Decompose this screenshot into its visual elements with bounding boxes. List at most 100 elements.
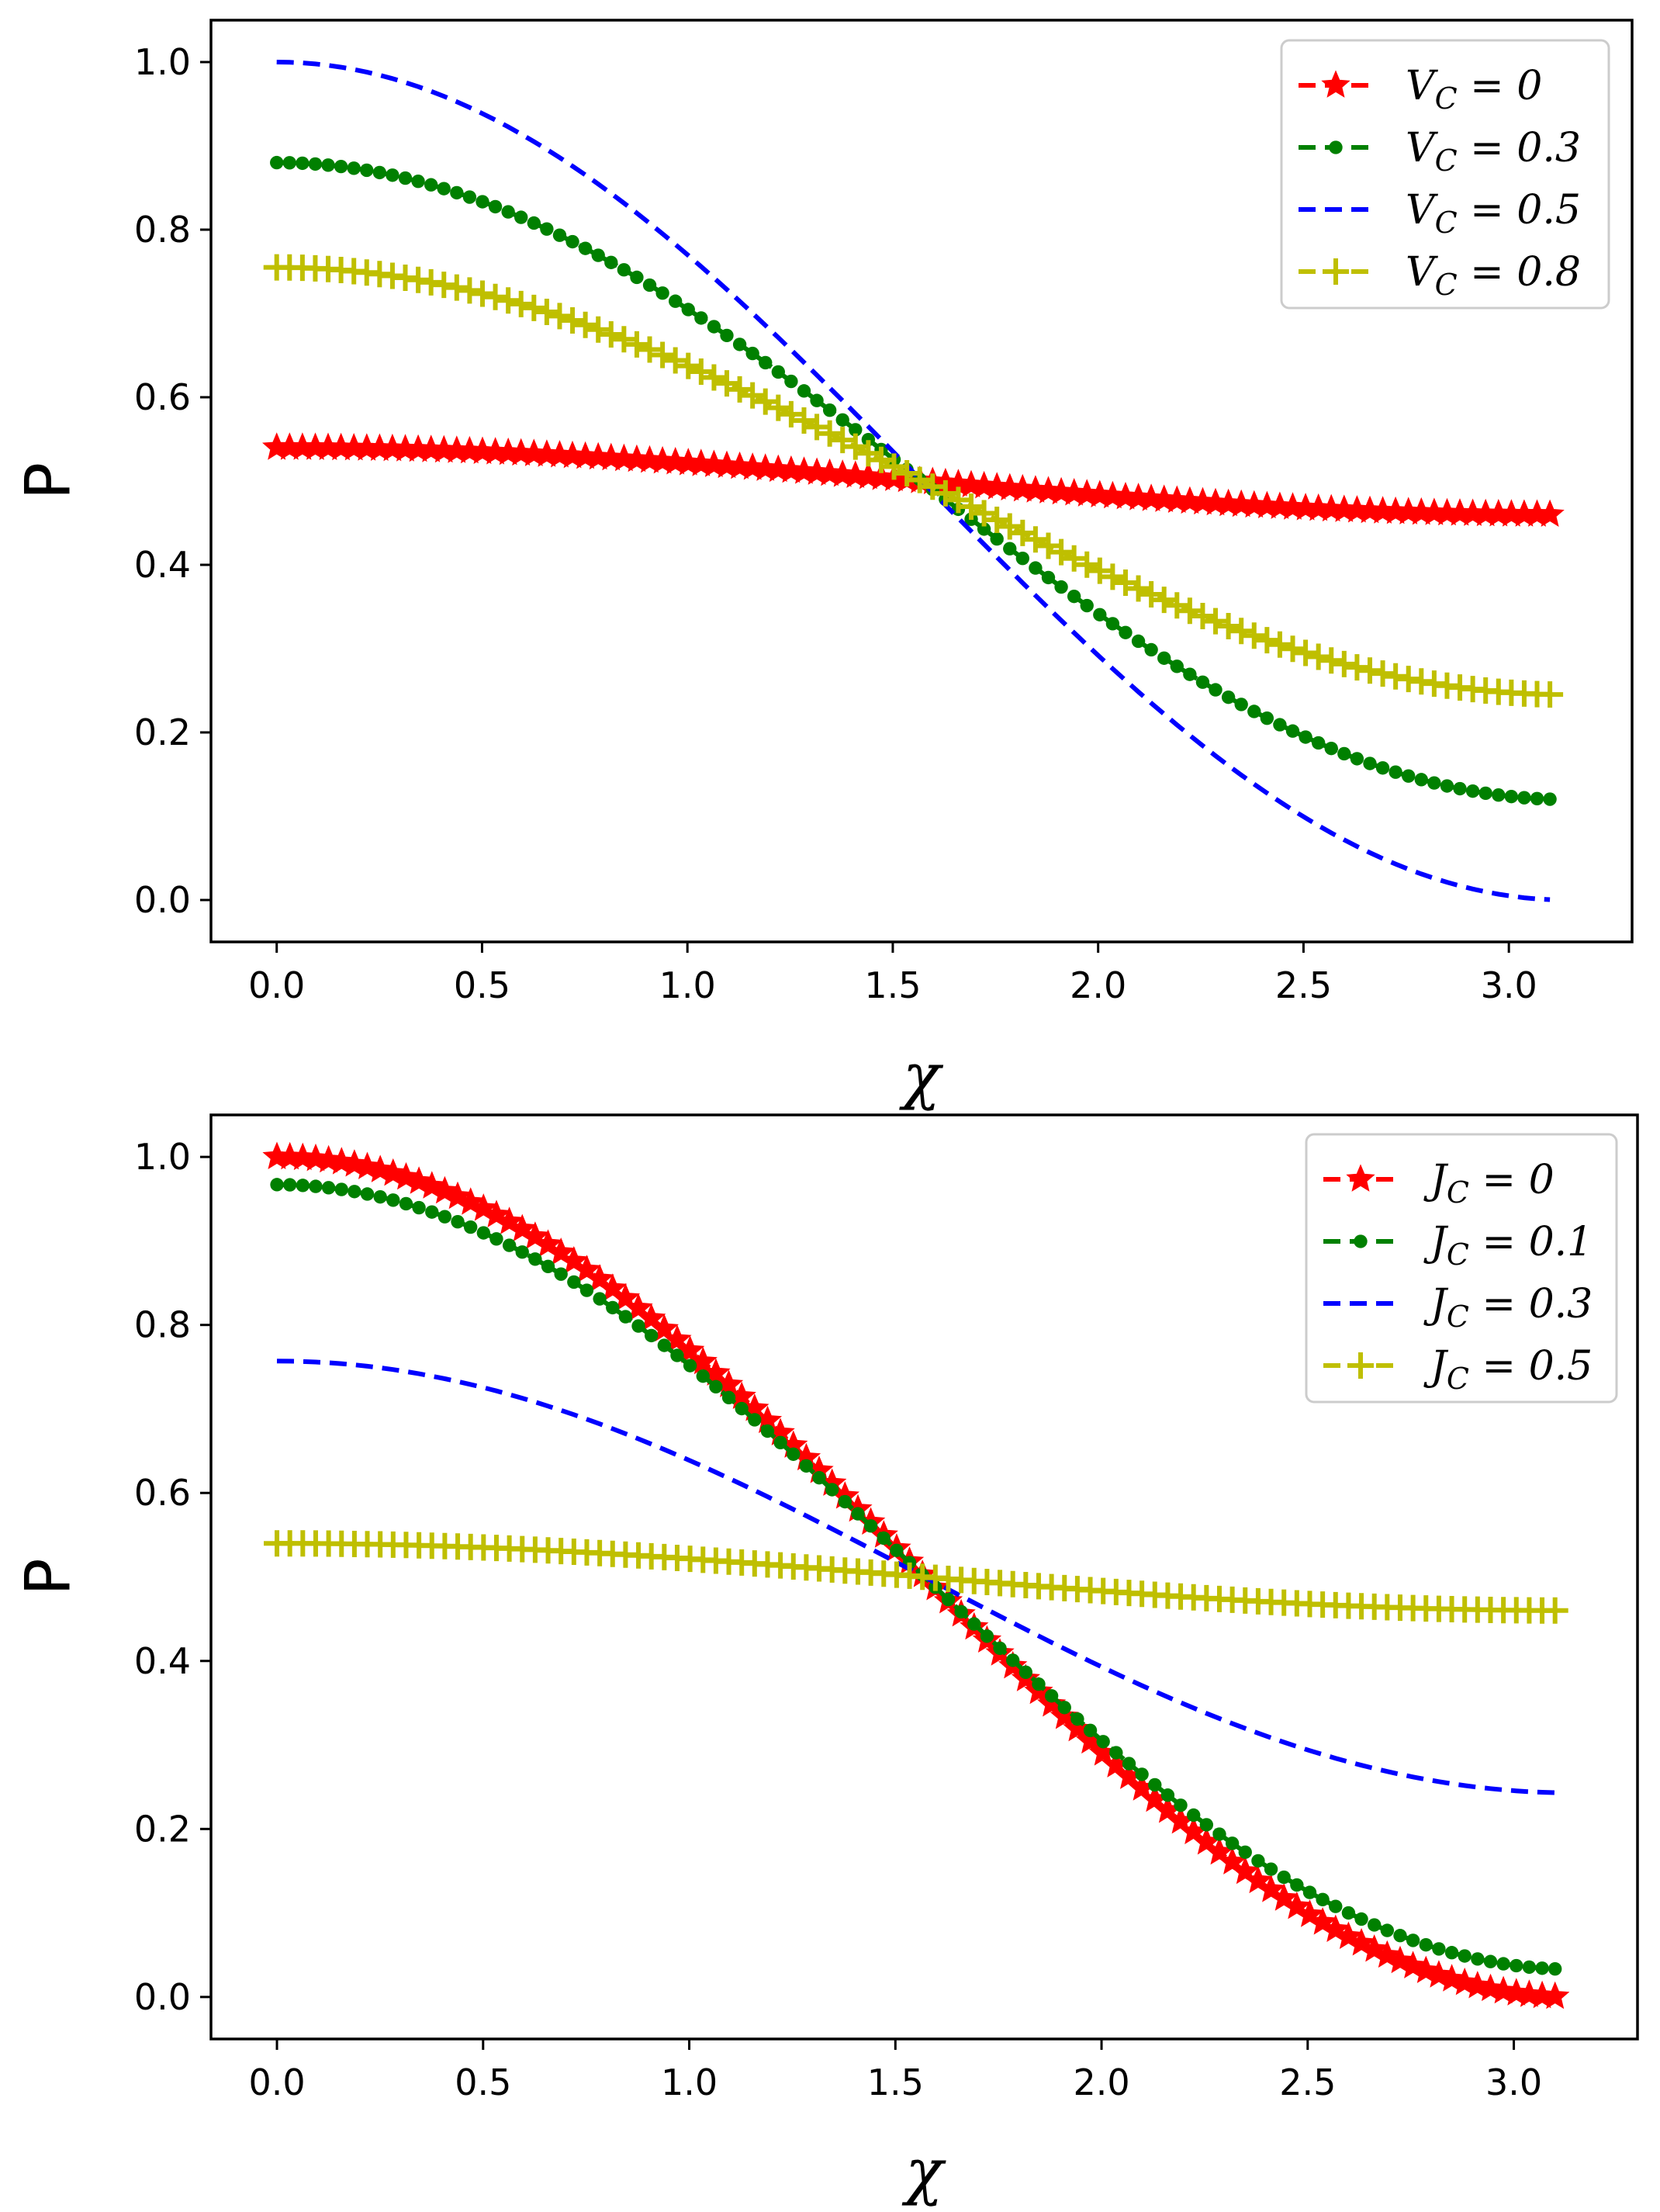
data-point <box>1212 1827 1226 1841</box>
series-j-c-0-1 <box>270 1178 1562 1976</box>
data-point <box>669 294 683 308</box>
data-point <box>411 175 425 189</box>
data-point <box>694 311 708 325</box>
data-point <box>386 168 399 182</box>
data-point <box>1302 1885 1317 1899</box>
legend-marker <box>1323 258 1349 285</box>
data-point <box>1018 1665 1033 1680</box>
data-point <box>1406 1933 1420 1947</box>
data-point <box>552 228 567 242</box>
data-point <box>270 155 284 170</box>
data-point <box>360 163 374 178</box>
data-point <box>739 382 766 409</box>
data-point <box>443 274 470 301</box>
x-axis-label: χ <box>901 2135 946 2207</box>
data-point <box>1337 746 1351 761</box>
x-tick-label: 2.0 <box>1070 964 1126 1006</box>
data-point <box>567 1275 581 1289</box>
data-point <box>726 376 753 403</box>
data-point <box>520 294 548 321</box>
data-point <box>593 1292 607 1306</box>
series-j-c-0-3 <box>276 1359 1555 1795</box>
data-point <box>1183 667 1197 681</box>
data-point <box>405 266 432 293</box>
y-axis-label: P <box>12 1558 85 1595</box>
data-point <box>657 1338 672 1352</box>
data-point <box>1160 1788 1175 1802</box>
data-point <box>890 1543 904 1557</box>
data-point <box>1048 538 1075 566</box>
data-point <box>687 358 714 386</box>
data-point <box>321 158 335 172</box>
data-point <box>1037 1689 1067 1717</box>
data-point <box>270 1178 284 1192</box>
data-point <box>958 493 985 520</box>
data-point <box>1510 1958 1523 1973</box>
data-point <box>1187 1808 1201 1823</box>
data-point <box>1099 563 1126 590</box>
data-point <box>1465 784 1480 798</box>
plot-frame <box>209 19 1634 943</box>
data-point <box>683 1359 697 1373</box>
data-point <box>1330 650 1357 677</box>
data-point <box>1350 752 1364 766</box>
data-point <box>1305 643 1332 670</box>
data-point <box>732 338 747 351</box>
data-point <box>334 159 348 174</box>
data-point <box>424 178 438 192</box>
data-point <box>851 1507 865 1521</box>
data-point <box>631 1319 645 1333</box>
data-point <box>1354 1912 1368 1926</box>
legend-label: VC = 0.8 <box>1406 249 1581 302</box>
data-point <box>482 283 509 310</box>
data-point <box>1535 499 1565 528</box>
data-point <box>1483 1954 1498 1968</box>
data-point <box>649 341 676 369</box>
legend-item: JC = 0 <box>1323 1157 1555 1210</box>
data-point <box>1170 659 1184 673</box>
data-point <box>398 171 413 185</box>
data-point <box>507 290 534 317</box>
data-point <box>1054 580 1068 594</box>
legend-item: VC = 0.8 <box>1299 249 1581 302</box>
data-point <box>348 1185 361 1199</box>
legend-item: JC = 0.1 <box>1323 1219 1593 1272</box>
data-point <box>546 303 573 330</box>
data-point <box>980 1629 994 1643</box>
data-point <box>1496 1957 1510 1971</box>
y-tick-label: 0.0 <box>134 1976 191 2018</box>
data-point <box>812 1470 826 1485</box>
data-point <box>464 1220 478 1234</box>
data-point <box>527 216 541 230</box>
x-tick-label: 3.0 <box>1485 2061 1542 2103</box>
data-point <box>585 316 612 343</box>
data-point <box>1492 788 1506 802</box>
x-tick-label: 0.5 <box>455 2061 511 2103</box>
data-point <box>1380 1923 1395 1937</box>
data-point <box>1109 1746 1123 1760</box>
data-point <box>1329 1899 1343 1913</box>
data-point <box>1125 575 1152 602</box>
data-point <box>1247 704 1261 718</box>
data-point <box>554 1267 568 1281</box>
data-point <box>1009 519 1036 546</box>
data-point <box>1266 631 1293 658</box>
y-tick-label: 0.8 <box>134 209 191 251</box>
x-tick-label: 1.5 <box>867 2061 924 2103</box>
legend-marker <box>1347 1352 1374 1379</box>
data-point <box>1221 690 1236 704</box>
data-point <box>495 287 522 314</box>
data-point <box>579 1283 594 1297</box>
x-tick-label: 1.0 <box>661 2061 718 2103</box>
data-point <box>1273 718 1287 732</box>
data-point <box>1382 663 1409 690</box>
data-point <box>735 1401 749 1416</box>
y-tick-label: 0.0 <box>134 879 191 921</box>
data-point <box>578 241 593 255</box>
series-j-c-0-5 <box>264 1530 1568 1624</box>
data-point <box>1057 1701 1071 1715</box>
data-point <box>1238 1845 1252 1859</box>
x-tick-label: 1.0 <box>659 964 716 1006</box>
data-point <box>1044 1689 1059 1703</box>
